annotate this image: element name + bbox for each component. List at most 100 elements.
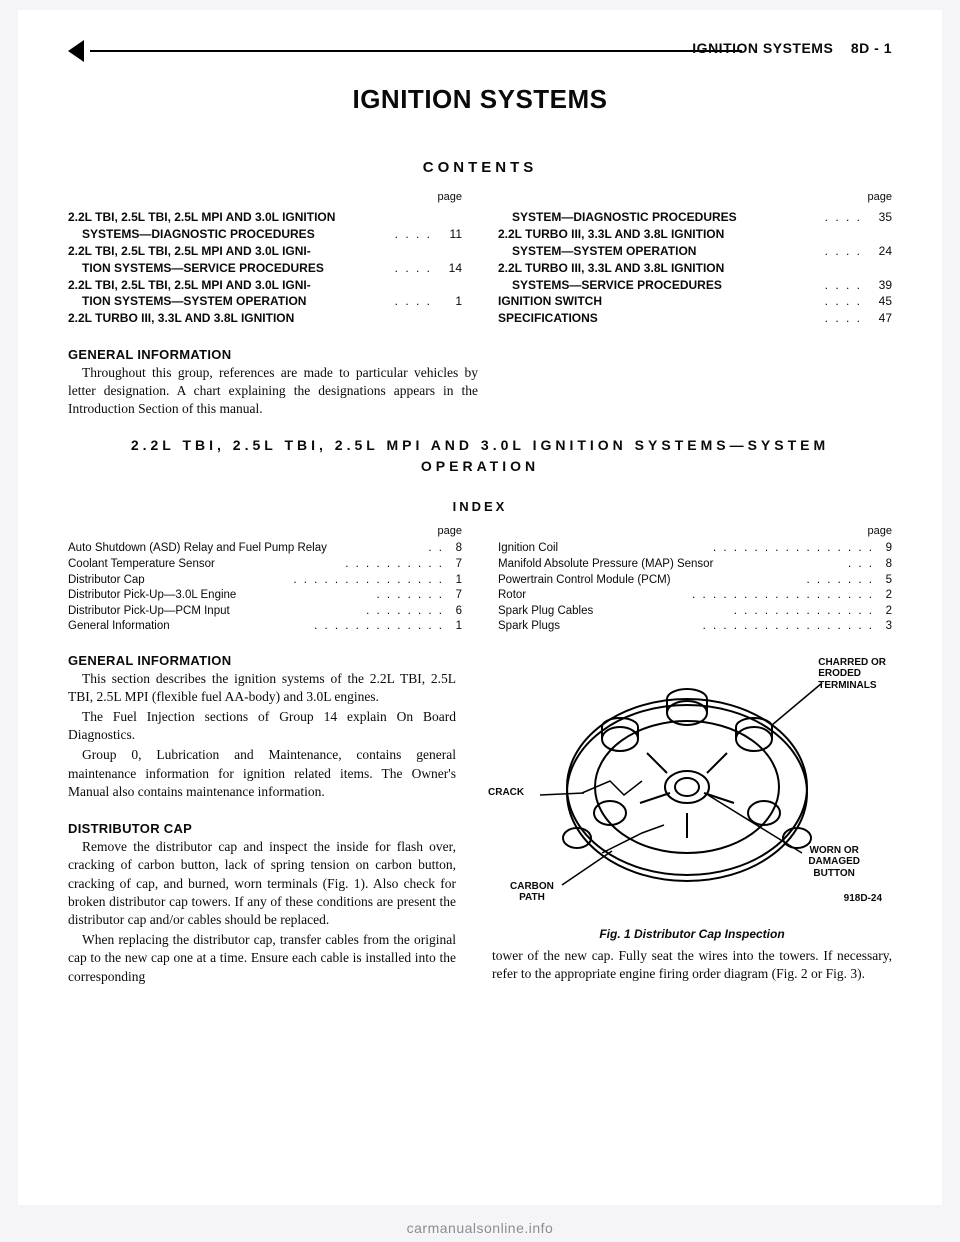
index-entry-page: 8	[448, 541, 462, 557]
leader-dots: . .	[428, 541, 444, 557]
contents-entry-text: 2.2L TBI, 2.5L TBI, 2.5L MPI AND 3.0L IG…	[68, 209, 462, 226]
lower-columns: GENERAL INFORMATION This section describ…	[68, 653, 892, 986]
leader-dots: . . . . . . .	[806, 573, 874, 589]
contents-entry: 2.2L TBI, 2.5L TBI, 2.5L MPI AND 3.0L IG…	[68, 243, 462, 260]
figure-label-crack: CRACK	[488, 787, 524, 799]
index-entry-text: Distributor Pick-Up—3.0L Engine	[68, 588, 372, 604]
header-section-label: IGNITION SYSTEMS 8D - 1	[692, 40, 892, 56]
contents-entry: SPECIFICATIONS. . . .47	[498, 310, 892, 327]
leader-dots: . . . . . . . . . . . . . . . .	[713, 541, 874, 557]
leader-dots: . . . .	[391, 226, 436, 243]
index-entry: Powertrain Control Module (PCM). . . . .…	[498, 573, 892, 589]
leader-dots: . . . .	[821, 243, 866, 260]
general-info-body-2: This section describes the ignition syst…	[68, 670, 456, 802]
body-paragraph: Group 0, Lubrication and Maintenance, co…	[68, 746, 456, 801]
leader-dots: . . . .	[821, 209, 866, 226]
index-entry-page: 1	[448, 573, 462, 589]
contents-entry-text: SYSTEMS—DIAGNOSTIC PROCEDURES	[68, 226, 387, 243]
index-entry-text: Manifold Absolute Pressure (MAP) Sensor	[498, 557, 844, 573]
body-paragraph: The Fuel Injection sections of Group 14 …	[68, 708, 456, 744]
contents-entry-text: TION SYSTEMS—SYSTEM OPERATION	[68, 293, 387, 310]
index-entry-page: 8	[878, 557, 892, 573]
contents-col-left: page 2.2L TBI, 2.5L TBI, 2.5L MPI AND 3.…	[68, 190, 462, 327]
contents-entry-text: 2.2L TURBO III, 3.3L AND 3.8L IGNITION	[498, 260, 892, 277]
index-entry: Spark Plug Cables. . . . . . . . . . . .…	[498, 604, 892, 620]
index-entry: Coolant Temperature Sensor. . . . . . . …	[68, 557, 462, 573]
section-heading: 2.2L TBI, 2.5L TBI, 2.5L MPI AND 3.0L IG…	[68, 435, 892, 477]
index-entry-text: Rotor	[498, 588, 688, 604]
leader-dots: . . . . . . . .	[366, 604, 444, 620]
figure-caption: Fig. 1 Distributor Cap Inspection	[492, 927, 892, 941]
index-entry-page: 9	[878, 541, 892, 557]
index-col-right: page Ignition Coil. . . . . . . . . . . …	[498, 524, 892, 635]
body-paragraph: This section describes the ignition syst…	[68, 670, 456, 706]
leader-dots: . . . . . . .	[376, 588, 444, 604]
leader-dots: . . . . . . . . . . . . . . . . . .	[692, 588, 874, 604]
contents-page-label-left: page	[68, 190, 462, 205]
index-entry: Distributor Pick-Up—PCM Input. . . . . .…	[68, 604, 462, 620]
contents-entry-page: 24	[870, 243, 892, 260]
contents-entry-page: 11	[440, 226, 462, 243]
leader-dots: . . . .	[821, 277, 866, 294]
index-entry-text: Coolant Temperature Sensor	[68, 557, 341, 573]
index-entry-text: Powertrain Control Module (PCM)	[498, 573, 802, 589]
index-entry-text: General Information	[68, 619, 310, 635]
index-entry-page: 6	[448, 604, 462, 620]
contents-entry: 2.2L TURBO III, 3.3L AND 3.8L IGNITION	[498, 260, 892, 277]
contents-entry: SYSTEM—DIAGNOSTIC PROCEDURES. . . .35	[498, 209, 892, 226]
distributor-cap-heading: DISTRIBUTOR CAP	[68, 821, 456, 836]
contents-entry: TION SYSTEMS—SERVICE PROCEDURES. . . .14	[68, 260, 462, 277]
contents-table: page 2.2L TBI, 2.5L TBI, 2.5L MPI AND 3.…	[68, 190, 892, 327]
index-entry: Spark Plugs. . . . . . . . . . . . . . .…	[498, 619, 892, 635]
contents-entry-text: 2.2L TBI, 2.5L TBI, 2.5L MPI AND 3.0L IG…	[68, 277, 462, 294]
body-paragraph: Remove the distributor cap and inspect t…	[68, 838, 456, 929]
contents-entry-text: TION SYSTEMS—SERVICE PROCEDURES	[68, 260, 387, 277]
index-page-label-right: page	[498, 524, 892, 539]
general-info-text-1: Throughout this group, references are ma…	[68, 364, 478, 419]
header-section-text: IGNITION SYSTEMS	[692, 40, 833, 56]
general-info-heading-1: GENERAL INFORMATION	[68, 347, 892, 362]
contents-entry: 2.2L TURBO III, 3.3L AND 3.8L IGNITION	[498, 226, 892, 243]
contents-col-right: page SYSTEM—DIAGNOSTIC PROCEDURES. . . .…	[498, 190, 892, 327]
index-entry: Auto Shutdown (ASD) Relay and Fuel Pump …	[68, 541, 462, 557]
index-entry-page: 2	[878, 604, 892, 620]
contents-entry: TION SYSTEMS—SYSTEM OPERATION. . . .1	[68, 293, 462, 310]
general-info-para-1: Throughout this group, references are ma…	[68, 364, 478, 419]
contents-entry: SYSTEMS—DIAGNOSTIC PROCEDURES. . . .11	[68, 226, 462, 243]
index-entry-page: 7	[448, 588, 462, 604]
main-title: IGNITION SYSTEMS	[68, 84, 892, 115]
index-col-left: page Auto Shutdown (ASD) Relay and Fuel …	[68, 524, 462, 635]
figure-1: CHARRED ORERODEDTERMINALS CRACK WORN ORD…	[492, 653, 892, 923]
right-continuation-para: tower of the new cap. Fully seat the wir…	[492, 947, 892, 983]
header-page-code: 8D - 1	[851, 40, 892, 56]
index-entry-text: Distributor Cap	[68, 573, 289, 589]
index-entry-page: 1	[448, 619, 462, 635]
footer-watermark: carmanualsonline.info	[0, 1220, 960, 1236]
leader-dots: . . . .	[821, 310, 866, 327]
contents-entry-text: SYSTEM—SYSTEM OPERATION	[498, 243, 817, 260]
leader-dots: . . . . . . . . . . . . . . .	[293, 573, 444, 589]
index-entry: Manifold Absolute Pressure (MAP) Sensor.…	[498, 557, 892, 573]
index-entry: Distributor Pick-Up—3.0L Engine. . . . .…	[68, 588, 462, 604]
contents-entry: SYSTEMS—SERVICE PROCEDURES. . . .39	[498, 277, 892, 294]
index-entry: Ignition Coil. . . . . . . . . . . . . .…	[498, 541, 892, 557]
contents-entry-page: 39	[870, 277, 892, 294]
index-entry-text: Distributor Pick-Up—PCM Input	[68, 604, 362, 620]
figure-code: 918D-24	[844, 893, 882, 905]
contents-entry: SYSTEM—SYSTEM OPERATION. . . .24	[498, 243, 892, 260]
right-continuation-text: tower of the new cap. Fully seat the wir…	[492, 947, 892, 983]
contents-entry-page: 14	[440, 260, 462, 277]
figure-label-worn: WORN ORDAMAGEDBUTTON	[808, 845, 860, 880]
index-heading: INDEX	[68, 499, 892, 514]
header-rule	[90, 50, 742, 52]
contents-entry: 2.2L TBI, 2.5L TBI, 2.5L MPI AND 3.0L IG…	[68, 277, 462, 294]
contents-entry-page: 35	[870, 209, 892, 226]
index-entry-page: 5	[878, 573, 892, 589]
index-entry-page: 7	[448, 557, 462, 573]
index-entry: Distributor Cap. . . . . . . . . . . . .…	[68, 573, 462, 589]
index-entry-text: Spark Plugs	[498, 619, 699, 635]
contents-page-label-right: page	[498, 190, 892, 205]
index-entry: General Information. . . . . . . . . . .…	[68, 619, 462, 635]
index-entry-page: 3	[878, 619, 892, 635]
index-entry-text: Spark Plug Cables	[498, 604, 730, 620]
